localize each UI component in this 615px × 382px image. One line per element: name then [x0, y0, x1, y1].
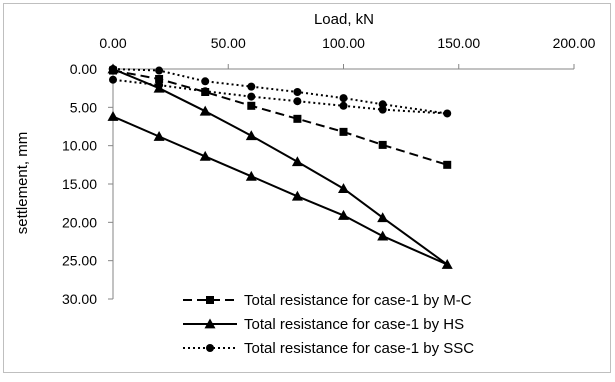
data-point-marker — [377, 230, 389, 241]
data-point-marker — [443, 160, 452, 169]
x-tick-label: 0.00 — [99, 35, 126, 51]
axes-group: 0.00 50.00 100.00 150.00 200.00 0.00 5.00 10.00… — [62, 35, 596, 307]
series-layer — [107, 63, 453, 269]
data-point-marker — [441, 259, 453, 269]
data-point-marker — [155, 66, 164, 75]
data-point-marker — [247, 92, 256, 101]
data-point-marker — [339, 127, 348, 136]
data-point-marker — [247, 82, 256, 91]
legend-entry-3: Total resistance for case-1 by SSC — [183, 340, 474, 357]
data-point-marker — [378, 105, 387, 114]
legend-marker — [204, 318, 216, 329]
data-point-marker — [338, 183, 349, 193]
data-point-marker — [293, 97, 302, 106]
data-point-marker — [339, 94, 348, 103]
y-tick-label: 20.00 — [62, 214, 97, 230]
y-axis-label: settlement, mm — [14, 132, 31, 235]
data-point-marker — [109, 65, 117, 73]
series-line — [112, 68, 449, 115]
x-axis-label: Load, kN — [314, 11, 374, 28]
legend: Total resistance for case-1 by M-C Total … — [183, 292, 474, 357]
y-tick-label: 25.00 — [62, 253, 97, 269]
data-point-marker — [201, 77, 210, 86]
y-tick-label: 0.00 — [70, 61, 97, 77]
data-point-marker — [338, 209, 349, 220]
y-tick-label: 15.00 — [62, 176, 97, 192]
data-point-marker — [245, 170, 257, 181]
data-point-marker — [378, 140, 387, 149]
legend-label: Total resistance for case-1 by HS — [244, 316, 464, 333]
data-point-marker — [293, 114, 302, 123]
legend-label: Total resistance for case-1 by SSC — [244, 340, 474, 357]
data-point-marker — [339, 101, 348, 110]
series-line — [112, 69, 448, 166]
legend-marker — [206, 344, 214, 352]
x-tick-label: 200.00 — [553, 35, 596, 51]
y-tick-label: 10.00 — [62, 138, 97, 154]
x-tick-label: 150.00 — [437, 35, 480, 51]
data-point-marker — [245, 130, 257, 141]
x-tick-label: 100.00 — [322, 35, 365, 51]
data-point-marker — [155, 81, 164, 90]
data-point-marker — [201, 87, 210, 96]
data-point-marker — [199, 150, 211, 161]
x-tick-label: 50.00 — [211, 35, 246, 51]
series-2 — [107, 63, 453, 269]
data-point-marker — [377, 212, 389, 223]
legend-marker — [206, 296, 214, 304]
data-point-marker — [293, 88, 302, 96]
legend-entry-1: Total resistance for case-1 by M-C — [183, 292, 472, 309]
y-tick-label: 5.00 — [70, 99, 97, 115]
series-3 — [109, 65, 452, 118]
data-point-marker — [107, 111, 119, 121]
data-point-marker — [291, 156, 303, 167]
data-point-marker — [109, 75, 117, 84]
data-point-marker — [153, 130, 165, 141]
data-point-marker — [155, 74, 164, 83]
chart-area-border — [3, 3, 611, 373]
data-point-marker — [247, 101, 256, 110]
legend-entry-2: Total resistance for case-1 by HS — [183, 316, 464, 333]
data-point-marker — [291, 190, 303, 201]
y-tick-label: 30.00 — [62, 291, 97, 307]
legend-label: Total resistance for case-1 by M-C — [244, 292, 472, 309]
data-point-marker — [443, 109, 452, 118]
data-point-marker — [199, 105, 211, 116]
